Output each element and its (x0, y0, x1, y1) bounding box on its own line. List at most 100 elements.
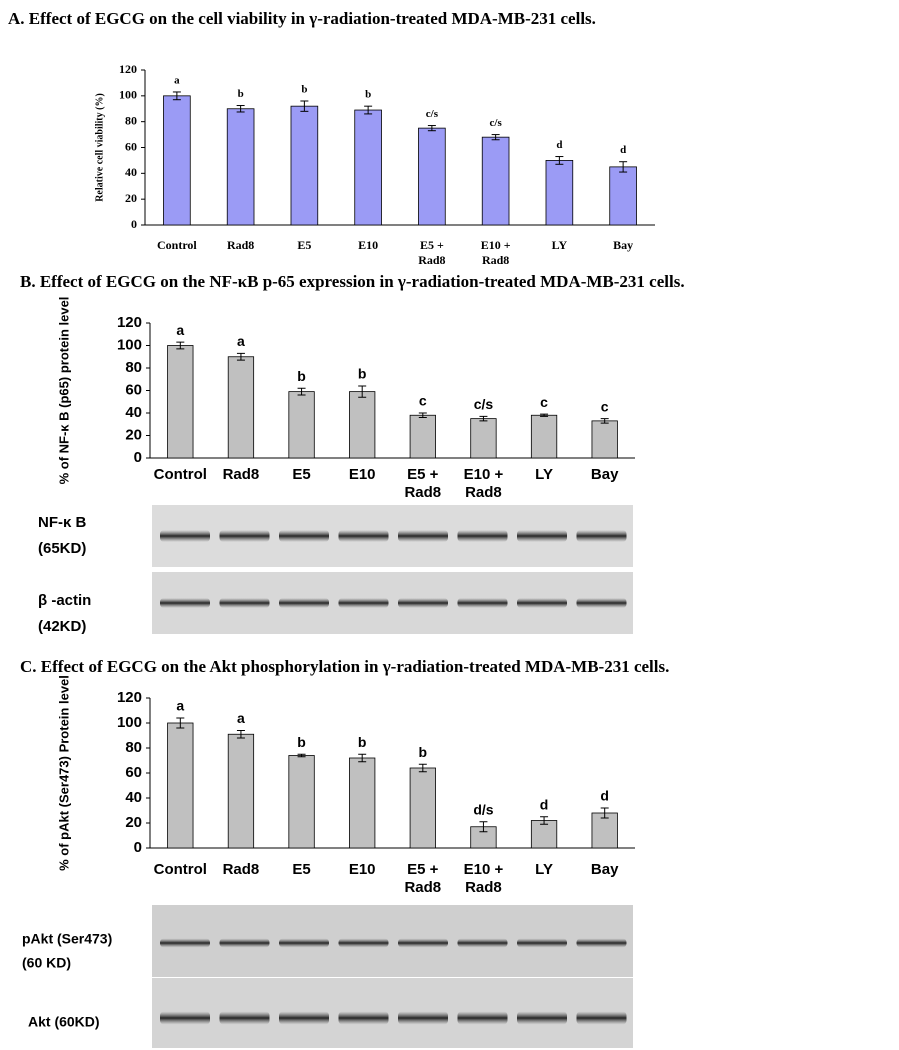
annotation: c (540, 394, 548, 410)
y-tick-label: 100 (119, 88, 137, 102)
annotation: a (176, 322, 184, 338)
bar (470, 418, 497, 459)
x-tick-label: LY (552, 238, 568, 252)
bar (591, 420, 618, 459)
blot-band (576, 530, 627, 542)
x-tick-label: Rad8 (223, 466, 260, 483)
blot-label: Akt (60KD) (28, 1014, 100, 1030)
bar (409, 767, 436, 849)
x-tick-label: E10 (358, 238, 378, 252)
bar (227, 733, 255, 849)
x-tick-label: E10 + Rad8 (464, 861, 504, 896)
x-tick-label: E10 + Rad8 (481, 238, 511, 267)
y-tick-label: 100 (117, 714, 142, 731)
blot-bands (160, 530, 627, 1025)
x-tick-label: Control (157, 238, 197, 252)
y-tick-label: 120 (119, 62, 137, 76)
blot-band (517, 598, 567, 608)
x-tick-label: Bay (613, 238, 633, 252)
x-tick-label: Rad8 (227, 238, 254, 252)
x-tick-label: E5 + Rad8 (418, 238, 445, 267)
annotation: a (174, 74, 180, 86)
blot-label: NF-κ B (38, 514, 87, 531)
blot-band (576, 1011, 627, 1025)
blot-band (576, 598, 627, 608)
blot-band (338, 598, 389, 608)
y-tick-label: 40 (125, 165, 137, 179)
annotation: b (358, 366, 367, 382)
annotation: d (620, 144, 626, 156)
x-tick-label: Bay (591, 861, 619, 878)
y-tick-label: 80 (125, 113, 137, 127)
blot-band (457, 938, 508, 948)
bar (409, 414, 436, 459)
x-tick-label: E5 (292, 466, 310, 483)
y-axis-label: % of NF-κ B (p65) protein level (56, 297, 71, 485)
y-tick-label: 40 (125, 789, 142, 806)
blot-band (338, 1011, 389, 1025)
annotation: a (237, 710, 245, 726)
x-tick-label: Rad8 (223, 861, 260, 878)
blot-band (219, 1011, 270, 1025)
bar (288, 755, 315, 849)
blot-band (517, 938, 567, 948)
x-tick-label: E5 (297, 238, 311, 252)
chart-title: C. Effect of EGCG on the Akt phosphoryla… (20, 657, 669, 676)
y-tick-label: 60 (125, 381, 142, 398)
bar (227, 356, 255, 459)
bar (349, 391, 376, 459)
bar (167, 722, 194, 849)
blot-label: (60 KD) (22, 955, 71, 971)
annotation: b (297, 734, 306, 750)
annotation: b (365, 89, 371, 101)
y-tick-label: 80 (125, 359, 142, 376)
y-tick-label: 0 (131, 217, 137, 231)
blot-band (398, 1011, 448, 1025)
annotation: c/s (474, 396, 494, 412)
blot-band (338, 530, 389, 542)
x-tick-label: E5 (292, 861, 310, 878)
blot-band (576, 938, 627, 948)
bar (545, 160, 574, 226)
blot-band (160, 530, 210, 542)
blot-label: pAkt (Ser473) (22, 931, 112, 947)
blot-band (279, 598, 329, 608)
bar (530, 414, 558, 459)
bar (591, 812, 618, 849)
x-tick-label: LY (535, 466, 553, 483)
y-tick-label: 120 (117, 689, 142, 706)
y-tick-label: 0 (134, 449, 142, 466)
blot-band (279, 938, 329, 948)
x-tick-label: E5 + Rad8 (404, 466, 441, 501)
annotation: c/s (490, 117, 503, 129)
annotation: d (556, 139, 562, 151)
y-axis-label: % of pAkt (Ser473) Protein level (56, 675, 71, 871)
annotation: c (419, 393, 427, 409)
bar (481, 136, 510, 226)
blot-band (398, 530, 448, 542)
bar (290, 105, 319, 226)
y-tick-label: 20 (125, 814, 142, 831)
blot-band (160, 598, 210, 608)
bar (226, 108, 255, 226)
annotation: c (601, 398, 609, 414)
y-axis-label: Relative cell viability (%) (94, 93, 105, 202)
bar (167, 345, 194, 459)
y-tick-label: 60 (125, 764, 142, 781)
blot-band (398, 938, 448, 948)
y-tick-label: 40 (125, 404, 142, 421)
x-tick-label: E10 + Rad8 (464, 466, 504, 501)
blot-label: β -actin (38, 592, 91, 609)
blot-label: (42KD) (38, 618, 86, 635)
annotation: b (419, 744, 428, 760)
bar (349, 757, 376, 849)
blot-band (398, 598, 448, 608)
chart-title: B. Effect of EGCG on the NF-κB p-65 expr… (20, 272, 685, 291)
y-tick-label: 80 (125, 739, 142, 756)
bar (418, 127, 446, 226)
annotation: d (540, 796, 549, 812)
annotation: a (237, 333, 245, 349)
bar (609, 166, 637, 226)
blot-band (219, 938, 270, 948)
bar (288, 391, 315, 459)
